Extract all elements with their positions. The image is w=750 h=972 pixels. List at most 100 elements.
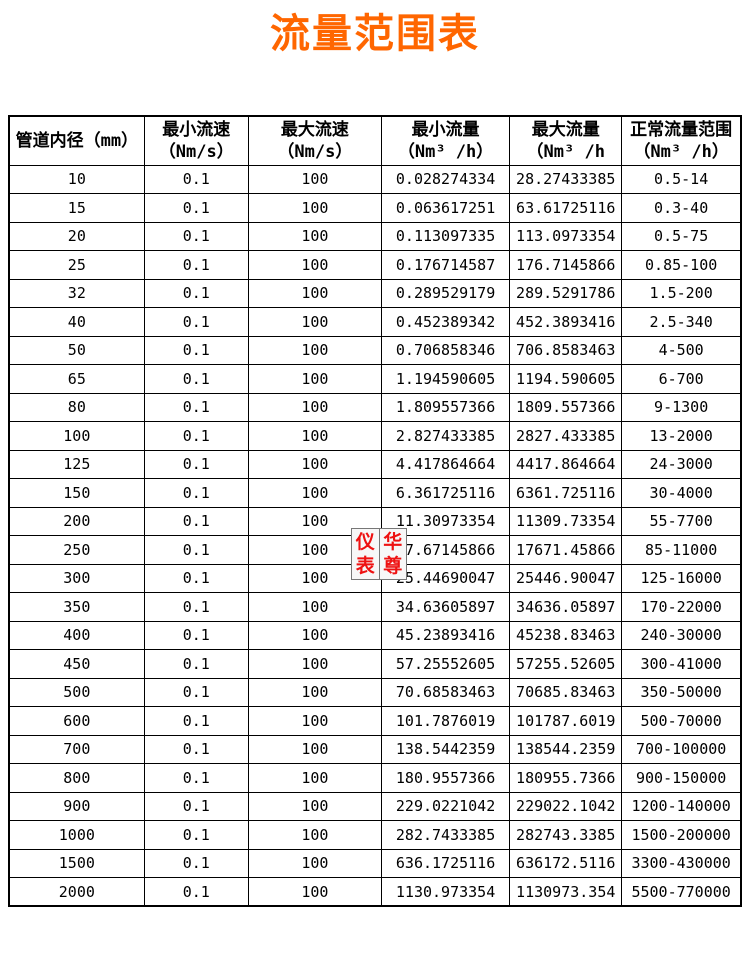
table-cell: 80 <box>8 392 145 422</box>
table-cell: 0.1 <box>143 535 249 565</box>
table-cell: 0.1 <box>143 620 249 650</box>
table-cell: 0.3-40 <box>621 193 742 223</box>
watermark-stamp: 仪 表 华 尊 <box>351 528 407 580</box>
table-cell: 0.1 <box>143 421 249 451</box>
table-cell: 125 <box>8 449 145 479</box>
table-cell: 2.827433385 <box>380 421 511 451</box>
table-cell: 0.706858346 <box>380 335 511 365</box>
table-cell: 70.68583463 <box>380 677 511 707</box>
column-header: 最小流量 （Nm³ /h） <box>380 115 511 166</box>
table-cell: 100 <box>247 364 382 394</box>
table-row: 500 0.1 100 70.68583463 70685.83463 350-50000 <box>8 677 742 707</box>
table-cell: 1.809557366 <box>380 392 511 422</box>
table-row: 150 0.1 100 6.361725116 6361.725116 30-4000 <box>8 478 742 508</box>
table-cell: 113.0973354 <box>509 221 623 251</box>
table-cell: 700-100000 <box>621 734 742 764</box>
table-cell: 0.1 <box>143 193 249 223</box>
table-cell: 15 <box>8 193 145 223</box>
table-cell: 17671.45866 <box>509 535 623 565</box>
table-cell: 25446.90047 <box>509 563 623 593</box>
table-cell: 0.1 <box>143 763 249 793</box>
table-cell: 100 <box>247 848 382 878</box>
table-cell: 100 <box>8 421 145 451</box>
table-cell: 34636.05897 <box>509 592 623 622</box>
table-cell: 0.1 <box>143 820 249 850</box>
table-cell: 1809.557366 <box>509 392 623 422</box>
watermark-right-box: 华 尊 <box>378 528 407 580</box>
table-cell: 450 <box>8 649 145 679</box>
table-cell: 100 <box>247 193 382 223</box>
table-cell: 1200-140000 <box>621 791 742 821</box>
table-cell: 100 <box>247 734 382 764</box>
table-cell: 350 <box>8 592 145 622</box>
table-cell: 3300-430000 <box>621 848 742 878</box>
table-cell: 180.9557366 <box>380 763 511 793</box>
table-cell: 900-150000 <box>621 763 742 793</box>
table-cell: 2000 <box>8 877 145 907</box>
page-title: 流量范围表 <box>270 11 480 57</box>
table-row: 15 0.1 100 0.063617251 63.61725116 0.3-40 <box>8 193 742 223</box>
table-row: 125 0.1 100 4.417864664 4417.864664 24-3000 <box>8 449 742 479</box>
table-cell: 0.85-100 <box>621 250 742 280</box>
table-cell: 100 <box>247 221 382 251</box>
table-cell: 500-70000 <box>621 706 742 736</box>
table-row: 2000 0.1 100 1130.973354 1130973.354 5500-770… <box>8 877 742 907</box>
watermark-char: 仪 <box>355 531 375 553</box>
table-cell: 0.113097335 <box>380 221 511 251</box>
table-cell: 100 <box>247 706 382 736</box>
table-cell: 101787.6019 <box>509 706 623 736</box>
table-cell: 13-2000 <box>621 421 742 451</box>
table-cell: 55-7700 <box>621 506 742 536</box>
table-cell: 100 <box>247 763 382 793</box>
table-cell: 65 <box>8 364 145 394</box>
table-cell: 0.1 <box>143 221 249 251</box>
table-cell: 0.1 <box>143 734 249 764</box>
table-cell: 138544.2359 <box>509 734 623 764</box>
table-cell: 0.1 <box>143 392 249 422</box>
table-cell: 5500-770000 <box>621 877 742 907</box>
table-row: 100 0.1 100 2.827433385 2827.433385 13-2000 <box>8 421 742 451</box>
watermark-char: 表 <box>355 555 375 577</box>
table-row: 20 0.1 100 0.113097335 113.0973354 0.5-75 <box>8 221 742 251</box>
table-cell: 6.361725116 <box>380 478 511 508</box>
table-cell: 100 <box>247 164 382 194</box>
table-cell: 25 <box>8 250 145 280</box>
table-cell: 101.7876019 <box>380 706 511 736</box>
table-cell: 180955.7366 <box>509 763 623 793</box>
table-cell: 0.1 <box>143 364 249 394</box>
table-cell: 100 <box>247 478 382 508</box>
table-cell: 170-22000 <box>621 592 742 622</box>
flow-range-table: 管道内径（mm） 最小流速 （Nm/s） 最大流速 （Nm/s） 最小流量 （Nm³ /h）… <box>8 115 742 907</box>
table-row: 1000 0.1 100 282.7433385 282743.3385 1500-200… <box>8 820 742 850</box>
table-cell: 600 <box>8 706 145 736</box>
table-cell: 150 <box>8 478 145 508</box>
table-cell: 32 <box>8 278 145 308</box>
table-cell: 100 <box>247 791 382 821</box>
watermark-left-box: 仪 表 <box>351 528 380 580</box>
table-cell: 176.7145866 <box>509 250 623 280</box>
table-cell: 6361.725116 <box>509 478 623 508</box>
table-cell: 0.1 <box>143 307 249 337</box>
table-row: 400 0.1 100 45.23893416 45238.83463 240-30000 <box>8 620 742 650</box>
table-cell: 30-4000 <box>621 478 742 508</box>
table-cell: 1500 <box>8 848 145 878</box>
table-cell: 0.1 <box>143 649 249 679</box>
table-cell: 240-30000 <box>621 620 742 650</box>
table-cell: 50 <box>8 335 145 365</box>
table-cell: 100 <box>247 335 382 365</box>
table-row: 350 0.1 100 34.63605897 34636.05897 170-22000 <box>8 592 742 622</box>
column-header: 最大流速 （Nm/s） <box>247 115 382 166</box>
table-cell: 0.5-14 <box>621 164 742 194</box>
table-cell: 0.5-75 <box>621 221 742 251</box>
table-cell: 63.61725116 <box>509 193 623 223</box>
table-row: 900 0.1 100 229.0221042 229022.1042 1200-1400… <box>8 791 742 821</box>
table-row: 10 0.1 100 0.028274334 28.27433385 0.5-14 <box>8 164 742 194</box>
table-cell: 282.7433385 <box>380 820 511 850</box>
table-cell: 0.1 <box>143 335 249 365</box>
table-cell: 0.1 <box>143 848 249 878</box>
table-cell: 0.1 <box>143 250 249 280</box>
table-cell: 100 <box>247 421 382 451</box>
table-cell: 1500-200000 <box>621 820 742 850</box>
table-cell: 0.028274334 <box>380 164 511 194</box>
table-cell: 125-16000 <box>621 563 742 593</box>
